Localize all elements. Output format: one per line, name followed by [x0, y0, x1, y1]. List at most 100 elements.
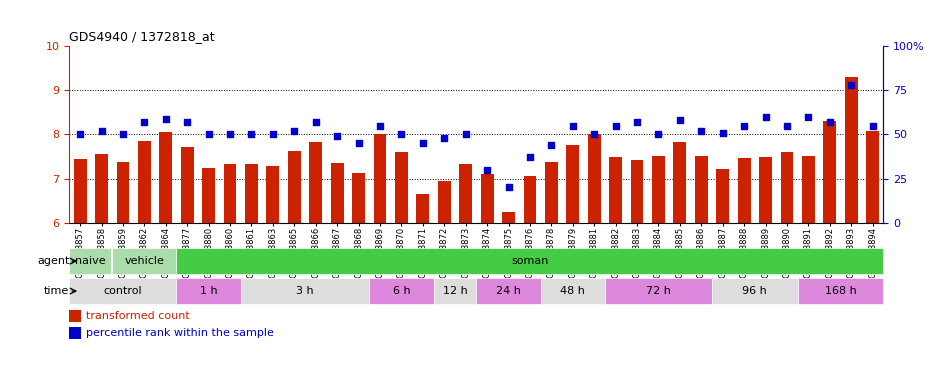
- Point: [694, 128, 709, 134]
- Bar: [476, 278, 540, 304]
- Text: agent: agent: [37, 256, 69, 266]
- Bar: [95, 154, 108, 223]
- Bar: [566, 146, 579, 223]
- Bar: [797, 278, 883, 304]
- Point: [844, 82, 858, 88]
- Point: [715, 129, 730, 136]
- Bar: [823, 121, 836, 223]
- Bar: [309, 142, 322, 223]
- Point: [458, 131, 473, 137]
- Point: [415, 140, 430, 146]
- Text: naive: naive: [76, 256, 106, 266]
- Text: 1 h: 1 h: [200, 286, 217, 296]
- Text: transformed count: transformed count: [85, 311, 190, 321]
- Text: 168 h: 168 h: [825, 286, 857, 296]
- Bar: [374, 134, 387, 223]
- Text: 3 h: 3 h: [296, 286, 314, 296]
- Point: [630, 119, 645, 125]
- Bar: [74, 159, 87, 223]
- Bar: [69, 278, 177, 304]
- Bar: [177, 278, 240, 304]
- Bar: [587, 134, 600, 223]
- Bar: [159, 132, 172, 223]
- Bar: [69, 327, 81, 339]
- Bar: [245, 164, 258, 223]
- Text: control: control: [104, 286, 142, 296]
- Bar: [695, 157, 708, 223]
- Bar: [781, 152, 794, 223]
- Bar: [540, 278, 605, 304]
- Point: [116, 131, 130, 137]
- Bar: [434, 278, 476, 304]
- Point: [179, 119, 194, 125]
- Bar: [69, 248, 112, 274]
- Text: GDS4940 / 1372818_at: GDS4940 / 1372818_at: [69, 30, 215, 43]
- Point: [158, 116, 173, 122]
- Bar: [716, 169, 729, 223]
- Point: [523, 154, 537, 161]
- Point: [287, 128, 302, 134]
- Bar: [117, 162, 130, 223]
- Point: [544, 142, 559, 148]
- Bar: [416, 194, 429, 223]
- Bar: [395, 152, 408, 223]
- Point: [94, 128, 109, 134]
- Text: 24 h: 24 h: [496, 286, 521, 296]
- Bar: [652, 157, 665, 223]
- Text: 6 h: 6 h: [392, 286, 410, 296]
- Point: [373, 122, 388, 129]
- Bar: [112, 248, 177, 274]
- Point: [73, 131, 88, 137]
- Bar: [203, 167, 215, 223]
- Bar: [459, 164, 472, 223]
- Text: 72 h: 72 h: [646, 286, 671, 296]
- Text: 12 h: 12 h: [442, 286, 467, 296]
- Point: [822, 119, 837, 125]
- Point: [329, 133, 344, 139]
- Bar: [845, 77, 857, 223]
- Point: [801, 114, 816, 120]
- Bar: [481, 174, 494, 223]
- Point: [394, 131, 409, 137]
- Bar: [69, 310, 81, 322]
- Bar: [712, 278, 797, 304]
- Point: [609, 122, 623, 129]
- Bar: [866, 131, 879, 223]
- Bar: [631, 160, 644, 223]
- Bar: [610, 157, 622, 223]
- Point: [308, 119, 323, 125]
- Point: [352, 140, 366, 146]
- Bar: [502, 212, 515, 223]
- Point: [437, 135, 451, 141]
- Point: [780, 122, 795, 129]
- Text: 96 h: 96 h: [743, 286, 767, 296]
- Bar: [524, 176, 536, 223]
- Bar: [438, 181, 450, 223]
- Text: 48 h: 48 h: [561, 286, 586, 296]
- Point: [480, 167, 495, 173]
- Text: vehicle: vehicle: [124, 256, 165, 266]
- Bar: [759, 157, 772, 223]
- Point: [672, 117, 687, 123]
- Bar: [369, 278, 434, 304]
- Bar: [738, 158, 750, 223]
- Point: [565, 122, 580, 129]
- Bar: [224, 164, 237, 223]
- Point: [501, 184, 516, 190]
- Bar: [266, 166, 279, 223]
- Point: [736, 122, 751, 129]
- Bar: [545, 162, 558, 223]
- Bar: [138, 141, 151, 223]
- Point: [265, 131, 280, 137]
- Bar: [673, 142, 686, 223]
- Point: [865, 122, 880, 129]
- Text: percentile rank within the sample: percentile rank within the sample: [85, 328, 274, 338]
- Text: time: time: [44, 286, 69, 296]
- Bar: [605, 278, 712, 304]
- Bar: [177, 248, 883, 274]
- Bar: [331, 163, 343, 223]
- Point: [202, 131, 216, 137]
- Bar: [288, 151, 301, 223]
- Point: [758, 114, 773, 120]
- Point: [137, 119, 152, 125]
